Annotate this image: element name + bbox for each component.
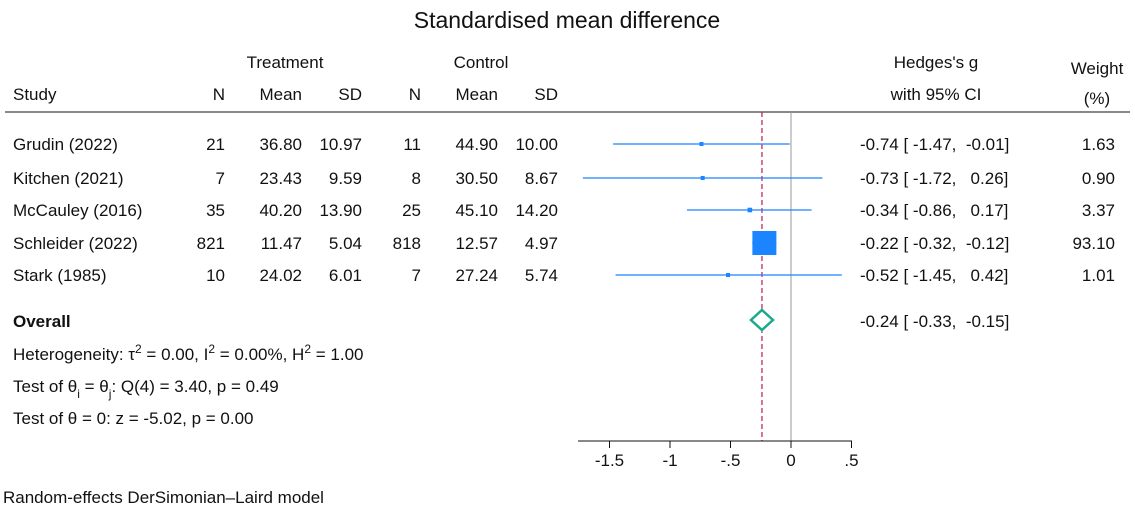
control-sd: 8.67 (525, 169, 558, 188)
control-mean: 30.50 (455, 169, 498, 188)
control-n: 11 (403, 135, 421, 154)
treatment-mean: 40.20 (259, 201, 302, 220)
header-effect-line1: Hedges's g (894, 53, 979, 72)
header-sd-control: SD (534, 85, 558, 104)
treatment-sd: 6.01 (329, 266, 362, 285)
treatment-sd: 13.90 (319, 201, 362, 220)
heterogeneity-text: Heterogeneity: τ2 = 0.00, I2 = 0.00%, H2… (13, 342, 364, 364)
header-mean-treatment: Mean (259, 85, 302, 104)
study-name: Kitchen (2021) (13, 169, 124, 188)
study-weight: 0.90 (1082, 169, 1115, 188)
footnote: Random-effects DerSimonian–Laird model (3, 488, 324, 507)
treatment-mean: 11.47 (261, 234, 302, 253)
homogeneity-test-text: Test of θi = θj: Q(4) = 3.40, p = 0.49 (13, 377, 279, 401)
x-axis-tick-label: -.5 (721, 451, 741, 470)
control-mean: 27.24 (455, 266, 498, 285)
study-weight: 3.37 (1082, 201, 1115, 220)
treatment-sd: 9.59 (329, 169, 362, 188)
effect-ci-text: -0.22 [ -0.32, -0.12] (860, 234, 1009, 253)
treatment-n: 10 (206, 266, 225, 285)
study-name: Stark (1985) (13, 266, 107, 285)
treatment-sd: 10.97 (319, 135, 362, 154)
x-axis-tick-label: .5 (844, 451, 858, 470)
control-mean: 44.90 (455, 135, 498, 154)
treatment-mean: 24.02 (259, 266, 302, 285)
study-effect-marker (726, 273, 731, 277)
effect-ci-text: -0.73 [ -1.72, 0.26] (860, 169, 1008, 188)
zero-test-text: Test of θ = 0: z = -5.02, p = 0.00 (13, 409, 254, 428)
header-mean-control: Mean (455, 85, 498, 104)
overall-ci-text: -0.24 [ -0.33, -0.15] (860, 312, 1009, 331)
control-n: 25 (402, 201, 421, 220)
control-n: 8 (412, 169, 421, 188)
control-sd: 5.74 (525, 266, 558, 285)
header-control: Control (454, 53, 509, 72)
study-effect-marker (700, 176, 705, 180)
treatment-n: 7 (216, 169, 225, 188)
x-axis-tick-label: -1.5 (595, 451, 624, 470)
overall-label: Overall (13, 312, 71, 331)
header-weight-line1: Weight (1071, 59, 1124, 78)
study-weight: 1.01 (1082, 266, 1115, 285)
control-sd: 14.20 (515, 201, 558, 220)
control-sd: 10.00 (515, 135, 558, 154)
x-axis-tick-label: -1 (662, 451, 677, 470)
study-weight: 1.63 (1082, 135, 1115, 154)
treatment-n: 21 (206, 135, 225, 154)
treatment-n: 35 (206, 201, 225, 220)
control-sd: 4.97 (525, 234, 558, 253)
header-sd-treatment: SD (338, 85, 362, 104)
control-mean: 45.10 (455, 201, 498, 220)
header-n-control: N (409, 85, 421, 104)
treatment-sd: 5.04 (329, 234, 362, 253)
header-weight-line2: (%) (1084, 89, 1110, 108)
overall-effect-diamond (749, 308, 775, 332)
treatment-n: 821 (197, 234, 225, 253)
control-mean: 12.57 (455, 234, 498, 253)
control-n: 818 (393, 234, 421, 253)
effect-ci-text: -0.74 [ -1.47, -0.01] (860, 135, 1009, 154)
effect-ci-text: -0.34 [ -0.86, 0.17] (860, 201, 1008, 220)
header-n-treatment: N (213, 85, 225, 104)
study-effect-marker (699, 142, 704, 146)
header-effect-line2: with 95% CI (890, 85, 982, 104)
study-effect-marker (752, 231, 777, 255)
control-n: 7 (412, 266, 421, 285)
x-axis-tick-label: 0 (786, 451, 795, 470)
treatment-mean: 23.43 (259, 169, 302, 188)
study-weight: 93.10 (1072, 234, 1115, 253)
study-name: Grudin (2022) (13, 135, 118, 154)
header-study: Study (13, 85, 57, 104)
chart-title: Standardised mean difference (414, 7, 720, 33)
study-name: McCauley (2016) (13, 201, 142, 220)
study-name: Schleider (2022) (13, 234, 138, 253)
effect-ci-text: -0.52 [ -1.45, 0.42] (860, 266, 1008, 285)
header-treatment: Treatment (247, 53, 324, 72)
treatment-mean: 36.80 (259, 135, 302, 154)
study-effect-marker (747, 207, 753, 213)
